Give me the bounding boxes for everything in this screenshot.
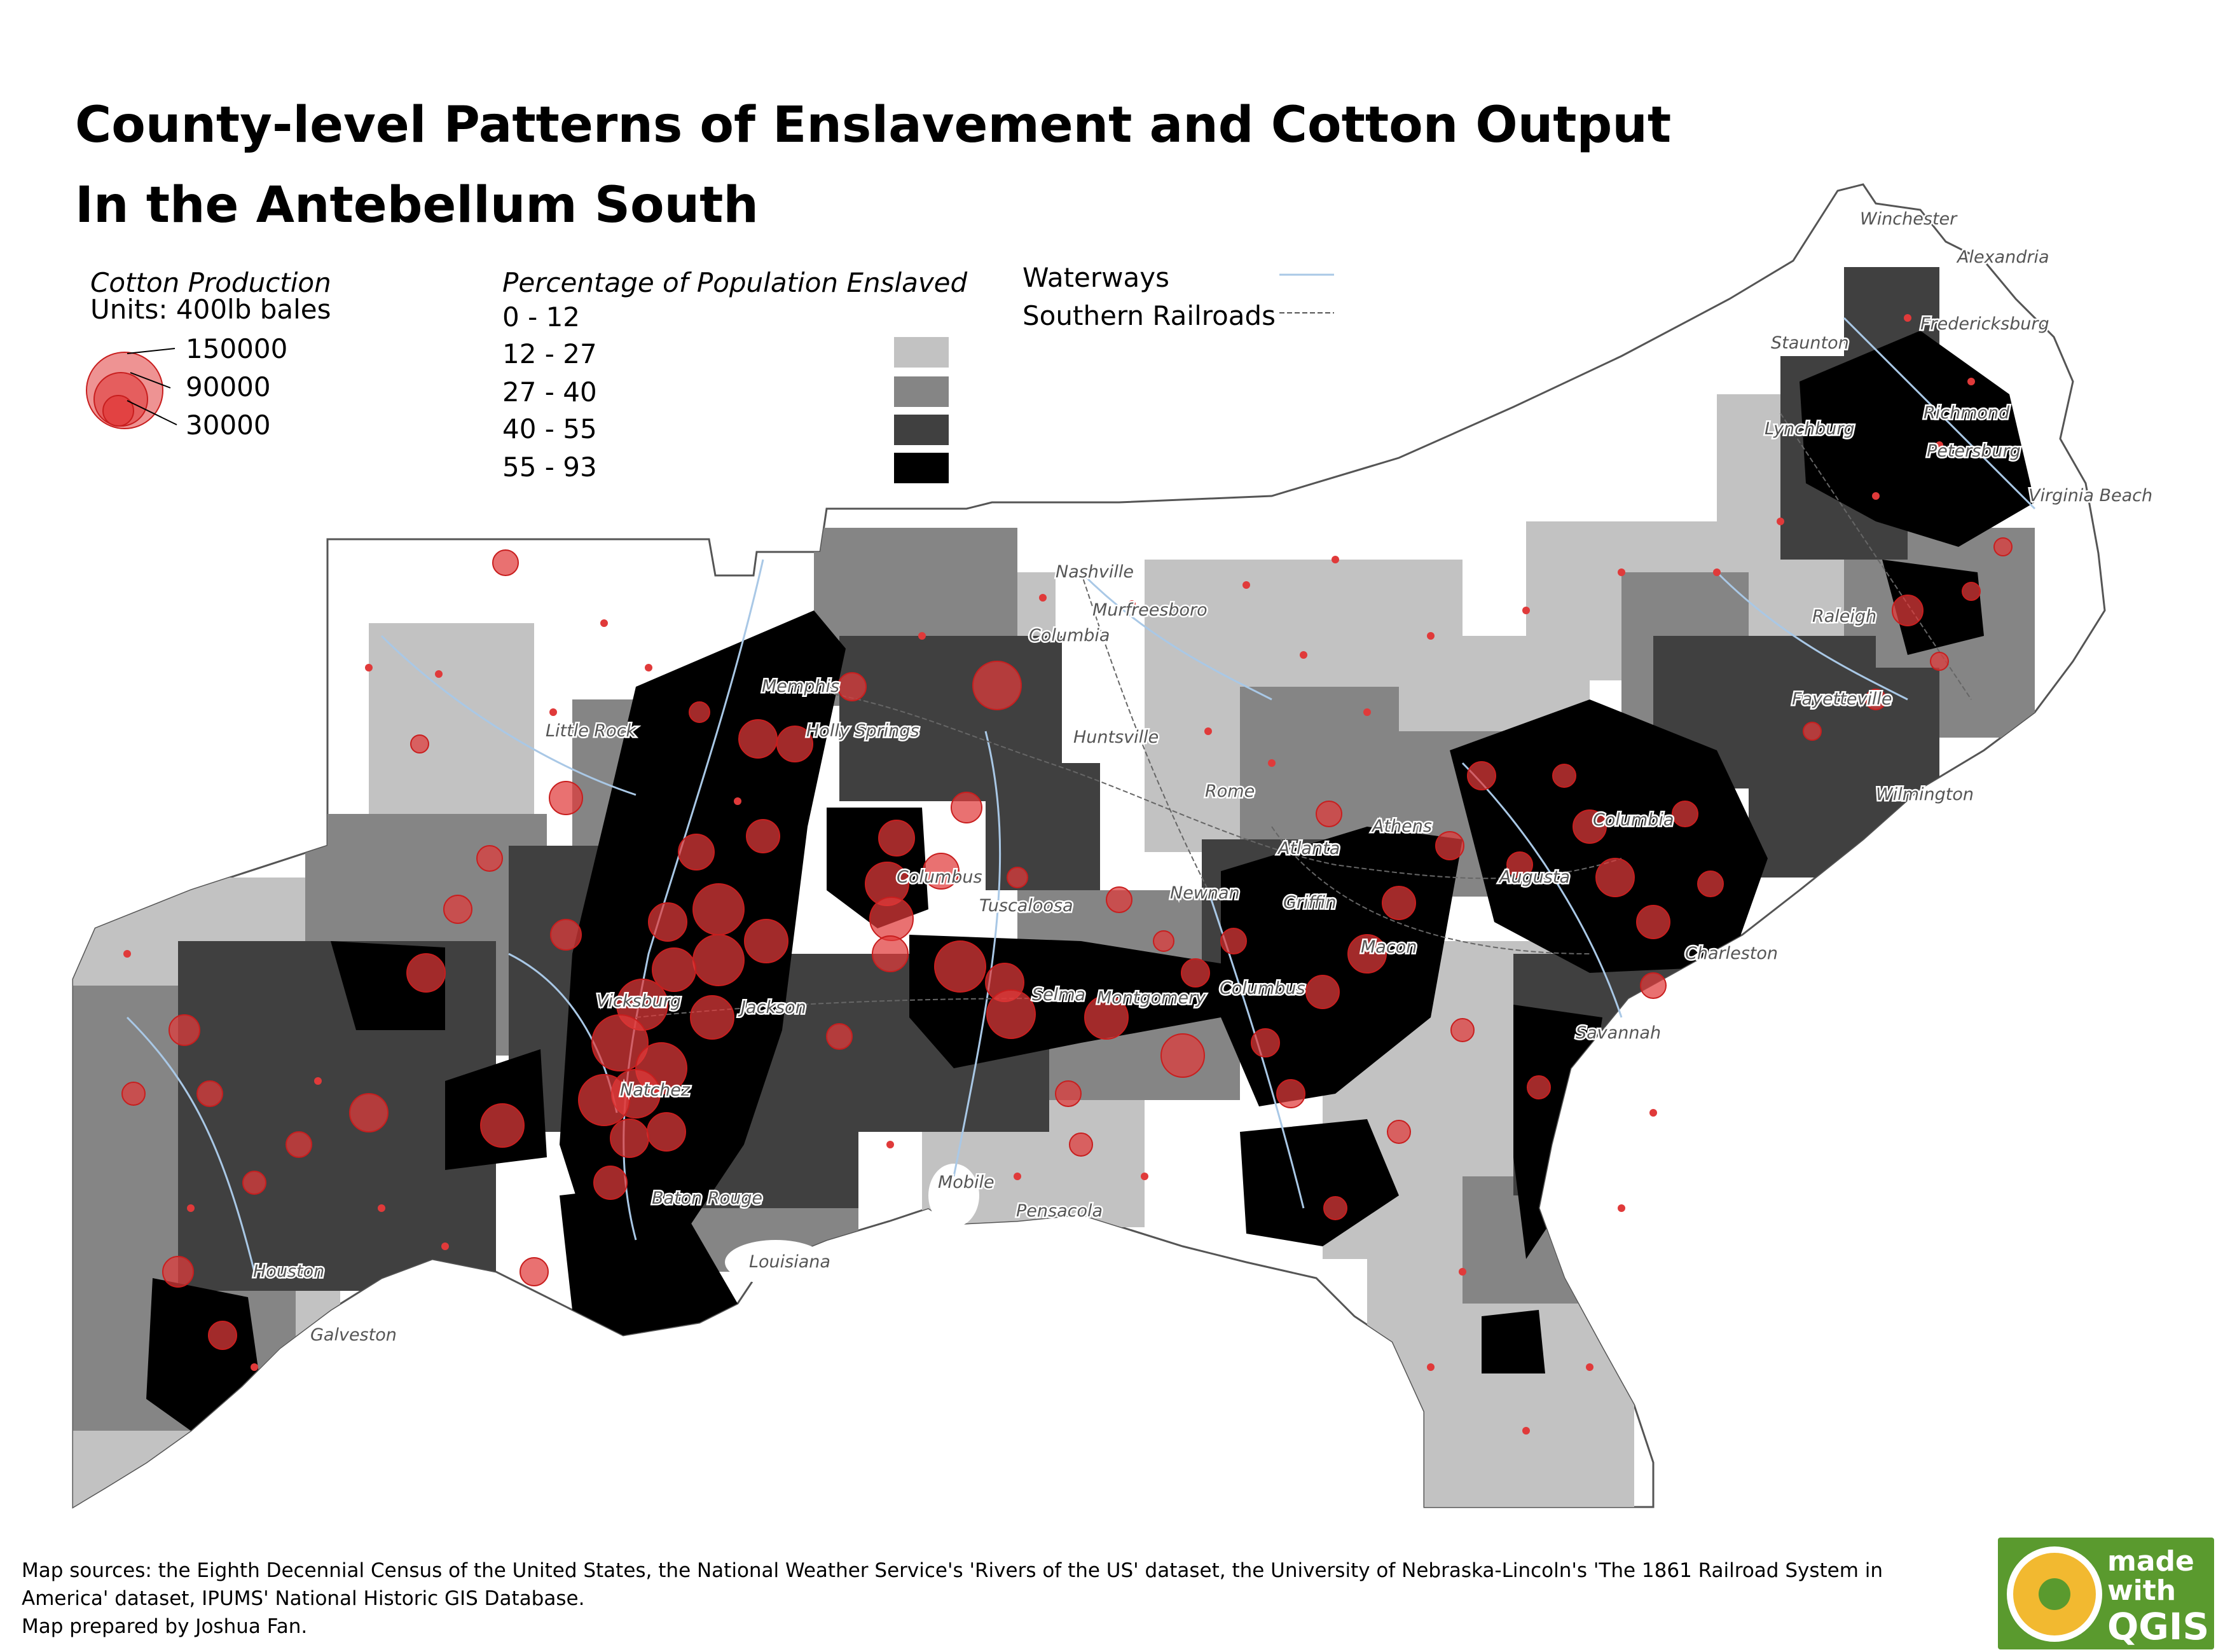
city-label: Virginia Beach [2028, 486, 2152, 506]
city-label: Galveston [310, 1325, 397, 1345]
city-label: Pensacola [1016, 1201, 1103, 1221]
city-label: Staunton [1771, 333, 1849, 353]
city-label: Vicksburg [596, 991, 681, 1011]
railroads-lines [635, 413, 1972, 1018]
logo-with: with [2107, 1574, 2177, 1607]
city-label: Fredericksburg [1920, 314, 2049, 334]
cotton-circles [121, 537, 2013, 1350]
cotton-dots [123, 314, 1975, 1435]
city-label: Columbus [897, 867, 982, 887]
city-label: Holly Springs [806, 721, 919, 741]
city-label: Columbus [1220, 979, 1305, 998]
city-label: Savannah [1576, 1023, 1661, 1043]
city-label: Mobile [938, 1173, 995, 1192]
map-title-line2: In the Antebellum South [75, 177, 759, 234]
qgis-logo: made with QGIS [1998, 1538, 2214, 1649]
map-sources: Map sources: the Eighth Decennial Census… [22, 1557, 1967, 1641]
legend-enslaved-class: 27 - 40 [502, 376, 597, 408]
city-label: Charleston [1685, 944, 1778, 963]
city-label: Fayetteville [1792, 689, 1892, 709]
city-label: Petersburg [1927, 441, 2021, 461]
city-label: Huntsville [1073, 727, 1159, 747]
legend-enslaved-class: 55 - 93 [502, 451, 597, 483]
legend-enslaved-heading: Percentage of Population Enslaved [502, 267, 968, 298]
city-label: Houston [253, 1262, 324, 1281]
city-label: Alexandria [1956, 247, 2049, 267]
city-label: Murfreesboro [1092, 600, 1208, 620]
city-label: Jackson [738, 998, 806, 1017]
county-shading [73, 267, 2035, 1507]
logo-qgis: QGIS [2107, 1605, 2210, 1648]
city-label: Athens [1371, 816, 1432, 836]
city-label: Augusta [1498, 867, 1570, 887]
legend-cotton-size: 90000 [186, 371, 271, 403]
city-label: Atlanta [1277, 839, 1340, 858]
legend-enslaved-class: 40 - 55 [502, 413, 597, 444]
logo-made: made [2107, 1545, 2194, 1578]
city-label: Tuscaloosa [979, 896, 1073, 916]
city-label: Selma [1032, 985, 1085, 1005]
legend-cotton-size: 150000 [186, 333, 288, 364]
city-label: Natchez [620, 1080, 691, 1100]
city-label: Columbia [1029, 626, 1110, 645]
waterways-lines [126, 317, 2036, 1272]
legend-waterways-label: Waterways [1022, 262, 1169, 293]
legend-cotton-circles [86, 348, 177, 429]
legend-cotton-heading: Cotton Production [90, 267, 331, 298]
map-title-line1: County-level Patterns of Enslavement and… [75, 97, 1672, 154]
city-label: Richmond [1924, 403, 2010, 423]
credit-text: Map prepared by Joshua Fan. [22, 1615, 308, 1638]
legend-enslaved-class: 0 - 12 [502, 301, 581, 333]
city-label: Nashville [1056, 562, 1134, 582]
city-label: Griffin [1283, 893, 1337, 912]
city-label: Baton Rouge [652, 1188, 762, 1208]
legend-enslaved-swatches [894, 337, 949, 483]
legend-cotton-size: 30000 [186, 410, 271, 441]
city-label: Rome [1205, 781, 1255, 801]
legend-cotton-units: Units: 400lb bales [90, 294, 331, 325]
city-label: Macon [1361, 937, 1417, 957]
city-label: Memphis [762, 677, 839, 696]
city-label: Columbia [1593, 810, 1674, 830]
city-label: Louisiana [749, 1252, 830, 1272]
city-label: Raleigh [1812, 607, 1876, 626]
city-label: Winchester [1860, 209, 1958, 229]
qgis-q-icon [2007, 1546, 2102, 1642]
city-label: Montgomery [1097, 988, 1206, 1008]
city-label: Newnan [1170, 883, 1240, 903]
sources-text: Map sources: the Eighth Decennial Census… [22, 1559, 1883, 1610]
water-bays [725, 1164, 979, 1284]
legend-enslaved-class: 12 - 27 [502, 338, 597, 369]
city-labels: Winchester Alexandria Staunton Frederick… [252, 208, 2154, 1347]
city-label: Wilmington [1876, 785, 1974, 804]
city-label: Lynchburg [1765, 419, 1855, 439]
city-label: Little Rock [546, 721, 637, 741]
legend-railroads-label: Southern Railroads [1022, 300, 1276, 331]
